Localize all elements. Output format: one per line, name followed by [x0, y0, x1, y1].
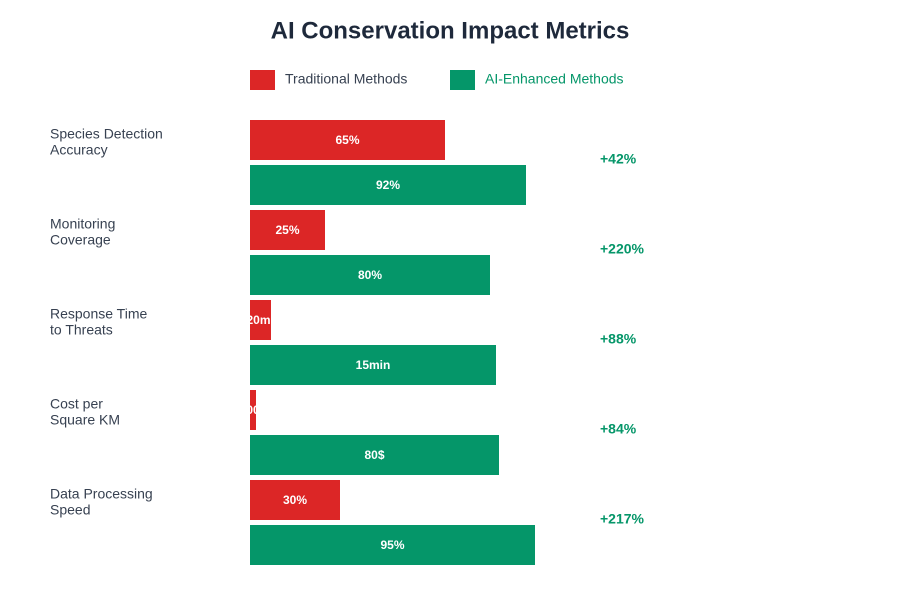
legend-label: Traditional Methods: [285, 71, 407, 87]
category-label: Data Processing: [50, 486, 153, 502]
bar-label: 25%: [275, 223, 299, 237]
bar: [250, 210, 325, 250]
bar: [250, 300, 271, 340]
bar: [250, 390, 256, 430]
category-label: Monitoring: [50, 216, 115, 232]
bar-label: 15min: [356, 358, 391, 372]
category-label: Cost per: [50, 396, 103, 412]
bar-label: 500$: [240, 403, 267, 417]
bar-label: 30%: [283, 493, 307, 507]
category-label: Accuracy: [50, 142, 108, 158]
bar-label: 120min: [240, 313, 281, 327]
change-label: +42%: [600, 151, 637, 167]
bar: [250, 255, 490, 295]
bar: [250, 435, 499, 475]
bar: [250, 525, 535, 565]
category-label: Species Detection: [50, 126, 163, 142]
bar: [250, 345, 496, 385]
category-label: to Threats: [50, 322, 113, 338]
bar-label: 92%: [376, 178, 400, 192]
change-label: +220%: [600, 241, 645, 257]
chart-title: AI Conservation Impact Metrics: [271, 17, 630, 44]
category-label: Speed: [50, 502, 90, 518]
bar-label: 65%: [335, 133, 359, 147]
bar-label: 95%: [380, 538, 404, 552]
category-label: Coverage: [50, 232, 111, 248]
category-label: Response Time: [50, 306, 147, 322]
change-label: +217%: [600, 511, 645, 527]
change-label: +88%: [600, 331, 637, 347]
legend-swatch: [450, 70, 475, 90]
category-label: Square KM: [50, 412, 120, 428]
bar: [250, 120, 445, 160]
bar-label: 80$: [364, 448, 384, 462]
bar: [250, 165, 526, 205]
legend-swatch: [250, 70, 275, 90]
legend-label: AI-Enhanced Methods: [485, 71, 624, 87]
bar-label: 80%: [358, 268, 382, 282]
change-label: +84%: [600, 421, 637, 437]
bar: [250, 480, 340, 520]
